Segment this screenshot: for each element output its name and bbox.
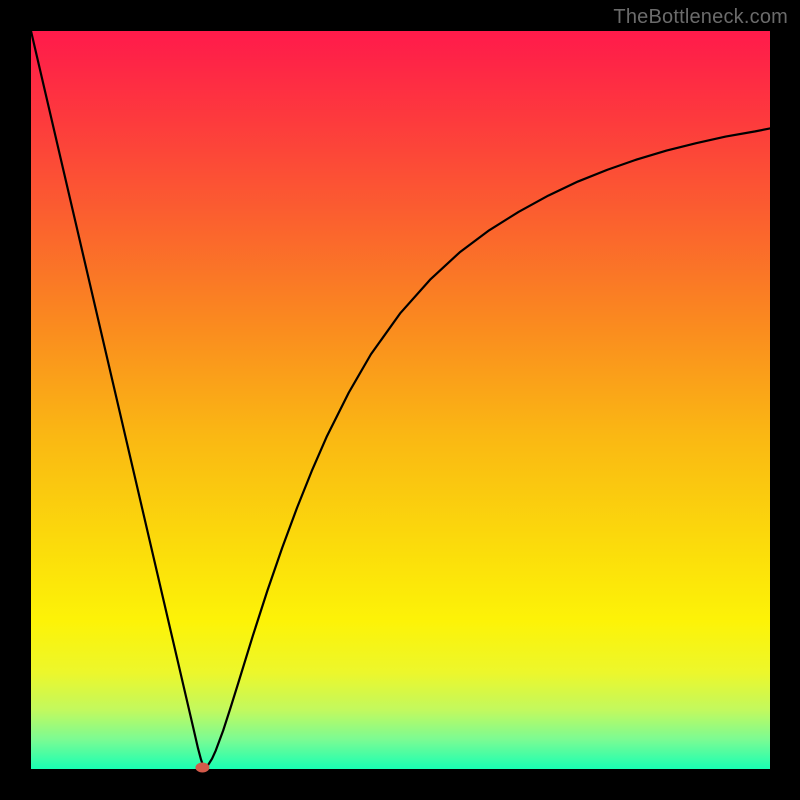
minimum-marker (195, 763, 209, 773)
chart-svg (0, 0, 800, 800)
plot-area (31, 31, 770, 769)
watermark-text: TheBottleneck.com (613, 6, 788, 29)
bottleneck-chart: TheBottleneck.com (0, 0, 800, 800)
